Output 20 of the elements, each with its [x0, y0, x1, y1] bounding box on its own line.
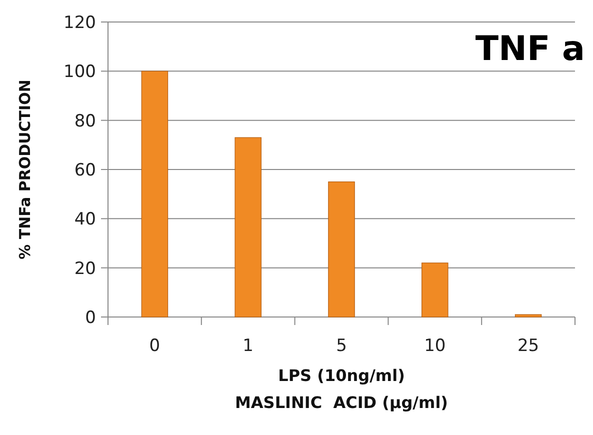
y-tick-label: 60 — [74, 160, 96, 180]
y-tick-label: 120 — [64, 12, 96, 33]
x-tick-label: 5 — [336, 336, 347, 356]
bar — [514, 314, 542, 318]
y-axis-title: % TNFa PRODUCTION — [16, 80, 34, 260]
y-tick-label: 20 — [74, 258, 96, 279]
x-tick-label: 0 — [149, 336, 160, 356]
x-axis-title: LPS (10ng/ml) MASLINIC ACID (µg/ml) — [235, 366, 448, 412]
bar — [328, 181, 355, 318]
y-tick-label: 100 — [64, 62, 96, 82]
chart-title: TNF a — [475, 29, 585, 69]
bar — [234, 137, 262, 318]
bar — [141, 70, 168, 318]
y-tick-label: 0 — [85, 308, 96, 328]
y-tick-label: 80 — [74, 111, 96, 132]
x-tick-label: 25 — [517, 336, 540, 356]
x-tick-label: 10 — [424, 336, 446, 356]
bar — [422, 262, 448, 318]
x-tick-label: 1 — [242, 336, 254, 356]
y-tick-label: 40 — [74, 210, 96, 230]
